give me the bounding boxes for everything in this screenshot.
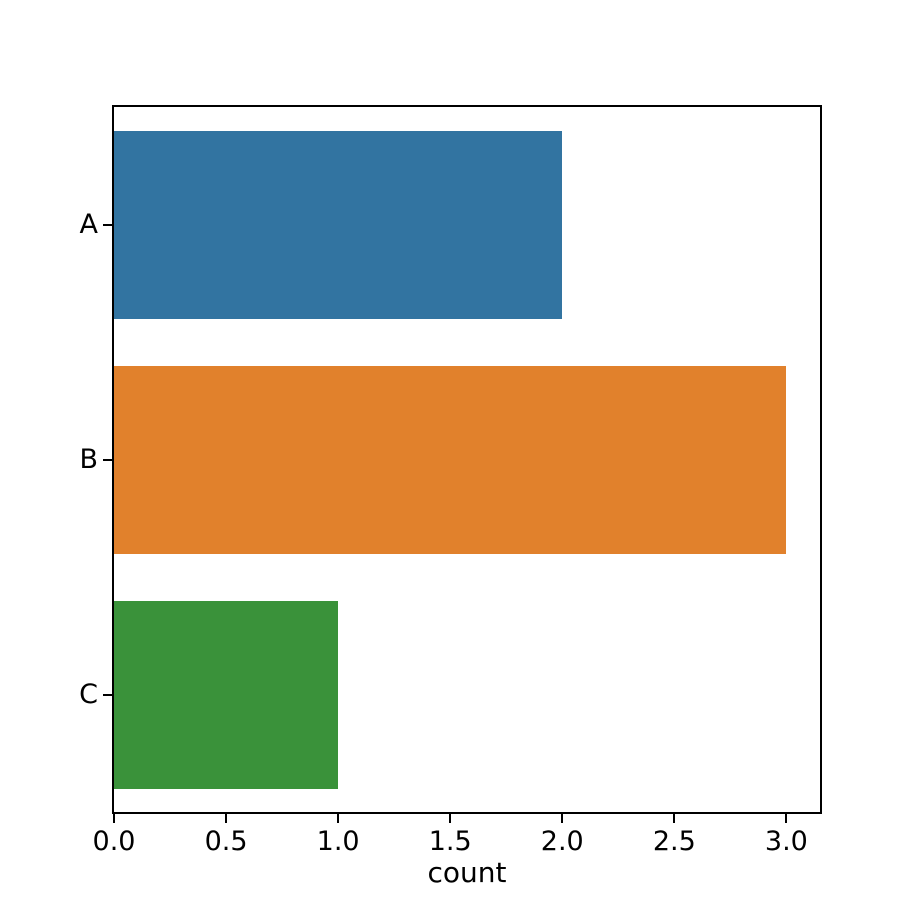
y-tick-label-A: A — [79, 208, 98, 240]
x-tick-mark-1.5 — [449, 814, 452, 823]
x-tick-label-2.5: 2.5 — [652, 826, 696, 857]
x-tick-label-1.5: 1.5 — [428, 826, 472, 857]
x-tick-mark-0.0 — [113, 814, 115, 823]
x-tick-label-0.0: 0.0 — [92, 826, 136, 857]
x-tick-label-2.0: 2.0 — [540, 826, 584, 857]
x-tick-label-1.0: 1.0 — [316, 826, 360, 857]
x-tick-label-3.0: 3.0 — [764, 826, 808, 857]
y-tick-mark-C — [103, 693, 112, 696]
bar-C — [114, 600, 339, 789]
x-tick-mark-2.5 — [673, 814, 676, 823]
y-tick-mark-B — [103, 458, 112, 461]
y-tick-label-C: C — [79, 678, 98, 710]
x-tick-label-0.5: 0.5 — [204, 826, 248, 857]
x-axis-label: count — [427, 856, 507, 889]
bar-B — [114, 365, 787, 554]
x-tick-mark-2.0 — [561, 814, 564, 823]
x-tick-mark-0.5 — [225, 814, 228, 823]
y-tick-mark-A — [103, 223, 112, 226]
x-tick-mark-1.0 — [337, 814, 340, 823]
bars-layer — [114, 107, 820, 812]
bar-A — [114, 130, 563, 319]
x-tick-mark-3.0 — [785, 814, 788, 823]
plot-area — [112, 105, 822, 814]
y-tick-label-B: B — [79, 443, 98, 475]
